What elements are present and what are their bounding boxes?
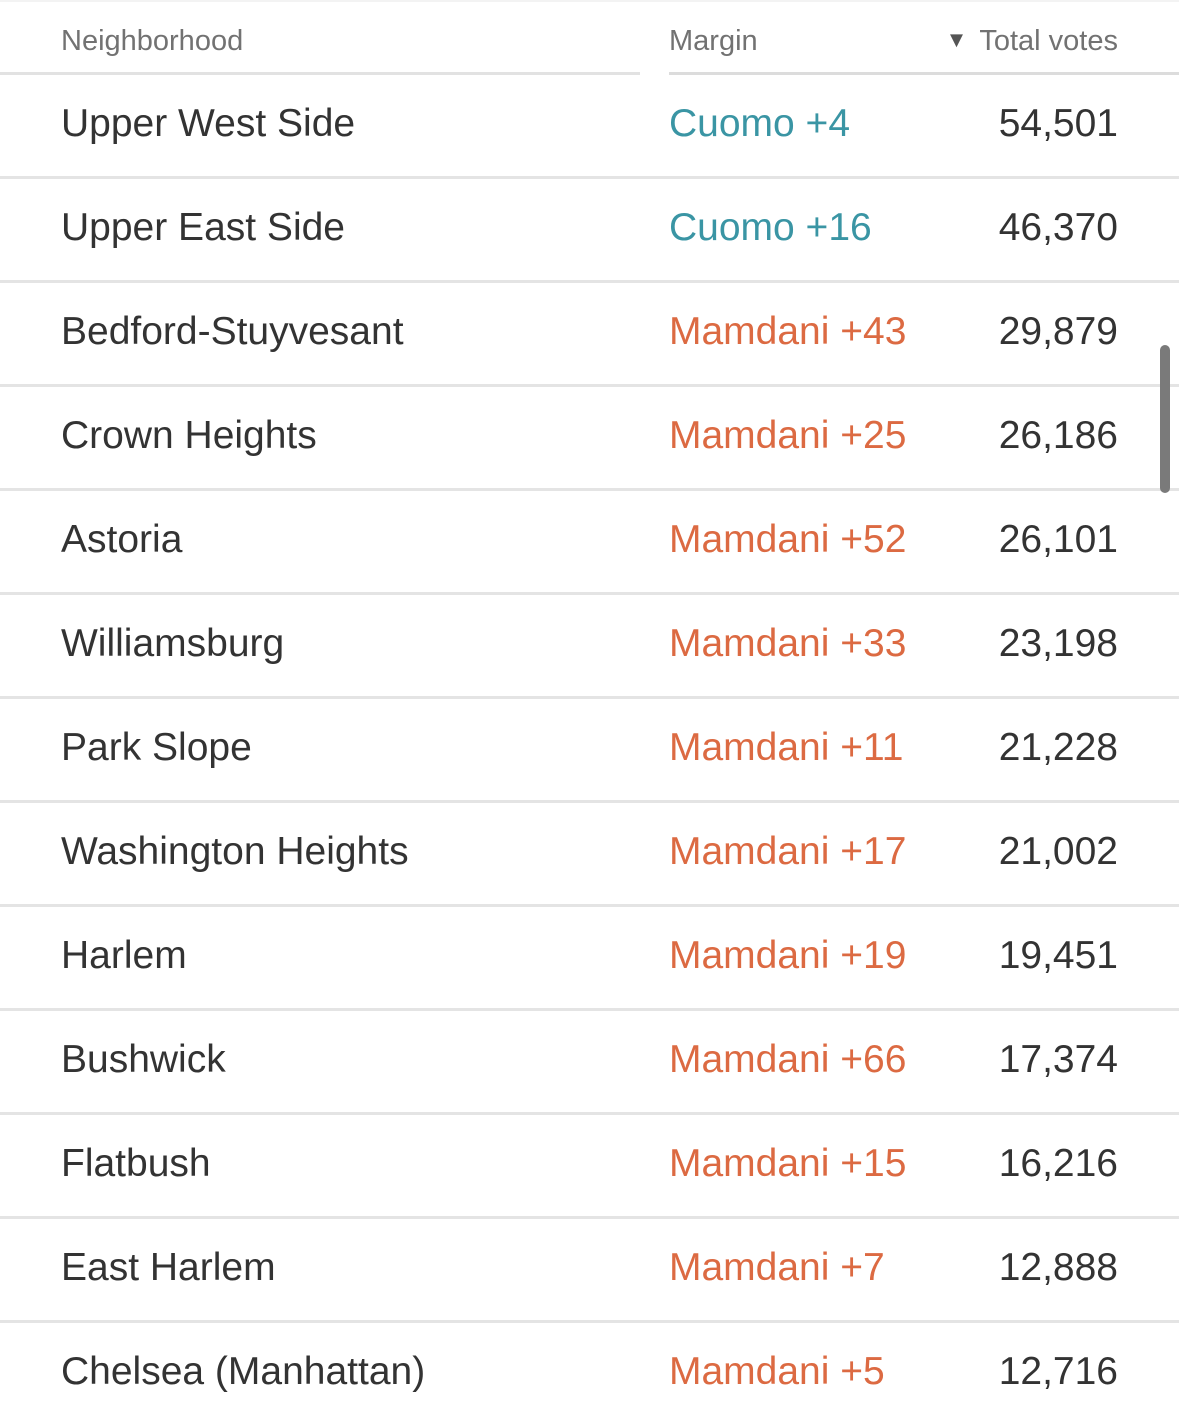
table-row: Williamsburg Mamdani +33 23,198 — [0, 595, 1179, 699]
margin-cell: Mamdani +15 — [669, 1142, 907, 1185]
total-votes-cell: 26,101 — [998, 518, 1118, 561]
total-votes-cell: 23,198 — [998, 622, 1118, 665]
total-votes-cell: 19,451 — [998, 934, 1118, 977]
total-votes-cell: 29,879 — [998, 310, 1118, 353]
table-row: Flatbush Mamdani +15 16,216 — [0, 1115, 1179, 1219]
table-row: Upper West Side Cuomo +4 54,501 — [0, 75, 1179, 179]
margin-cell: Mamdani +66 — [669, 1038, 907, 1081]
table-row: Crown Heights Mamdani +25 26,186 — [0, 387, 1179, 491]
top-divider — [0, 0, 1179, 2]
column-header-margin[interactable]: Margin — [669, 25, 758, 57]
total-votes-cell: 46,370 — [998, 206, 1118, 249]
neighborhood-cell: Bedford-Stuyvesant — [61, 310, 404, 353]
table-row: Astoria Mamdani +52 26,101 — [0, 491, 1179, 595]
margin-cell: Cuomo +4 — [669, 102, 851, 145]
table-body: Upper West Side Cuomo +4 54,501 Upper East … — [0, 75, 1179, 1424]
table-row: Washington Heights Mamdani +17 21,002 — [0, 803, 1179, 907]
sort-descending-icon: ▼ — [945, 27, 968, 52]
scrollbar-thumb[interactable] — [1160, 345, 1170, 493]
table-row: Upper East Side Cuomo +16 46,370 — [0, 179, 1179, 283]
neighborhood-cell: Chelsea (Manhattan) — [61, 1350, 426, 1393]
column-header-total-votes[interactable]: ▼ Total votes — [946, 22, 1118, 62]
neighborhood-cell: Williamsburg — [61, 622, 285, 665]
neighborhood-cell: Astoria — [61, 518, 183, 561]
total-votes-cell: 12,888 — [998, 1246, 1118, 1289]
margin-cell: Mamdani +52 — [669, 518, 907, 561]
neighborhood-cell: Park Slope — [61, 726, 252, 769]
total-votes-cell: 21,002 — [998, 830, 1118, 873]
neighborhood-cell: Washington Heights — [61, 830, 409, 873]
neighborhood-cell: Crown Heights — [61, 414, 317, 457]
margin-cell: Mamdani +11 — [669, 726, 904, 769]
results-table: Neighborhood Margin ▼ Total votes Upper W… — [0, 0, 1179, 1393]
neighborhood-cell: Harlem — [61, 934, 187, 977]
neighborhood-cell: East Harlem — [61, 1246, 276, 1289]
table-row: Chelsea (Manhattan) Mamdani +5 12,716 — [0, 1323, 1179, 1424]
column-header-total-votes-label: Total votes — [979, 25, 1118, 57]
margin-cell: Mamdani +17 — [669, 830, 907, 873]
header-divider — [669, 72, 1179, 75]
margin-cell: Mamdani +25 — [669, 414, 907, 457]
margin-cell: Mamdani +19 — [669, 934, 907, 977]
margin-cell: Cuomo +16 — [669, 206, 872, 249]
table-row: Bedford-Stuyvesant Mamdani +43 29,879 — [0, 283, 1179, 387]
table-row: East Harlem Mamdani +7 12,888 — [0, 1219, 1179, 1323]
margin-cell: Mamdani +5 — [669, 1350, 885, 1393]
column-header-neighborhood[interactable]: Neighborhood — [61, 25, 244, 57]
margin-cell: Mamdani +33 — [669, 622, 907, 665]
table-row: Park Slope Mamdani +11 21,228 — [0, 699, 1179, 803]
total-votes-cell: 17,374 — [998, 1038, 1118, 1081]
table-row: Bushwick Mamdani +66 17,374 — [0, 1011, 1179, 1115]
neighborhood-cell: Upper West Side — [61, 102, 356, 145]
margin-cell: Mamdani +43 — [669, 310, 907, 353]
total-votes-cell: 16,216 — [998, 1142, 1118, 1185]
neighborhood-cell: Upper East Side — [61, 206, 345, 249]
total-votes-cell: 12,716 — [998, 1350, 1118, 1393]
total-votes-cell: 54,501 — [998, 102, 1118, 145]
margin-cell: Mamdani +7 — [669, 1246, 885, 1289]
neighborhood-cell: Bushwick — [61, 1038, 226, 1081]
total-votes-cell: 26,186 — [998, 414, 1118, 457]
header-divider — [0, 72, 640, 75]
table-header: Neighborhood Margin ▼ Total votes — [0, 0, 1179, 72]
neighborhood-cell: Flatbush — [61, 1142, 211, 1185]
table-row: Harlem Mamdani +19 19,451 — [0, 907, 1179, 1011]
total-votes-cell: 21,228 — [998, 726, 1118, 769]
